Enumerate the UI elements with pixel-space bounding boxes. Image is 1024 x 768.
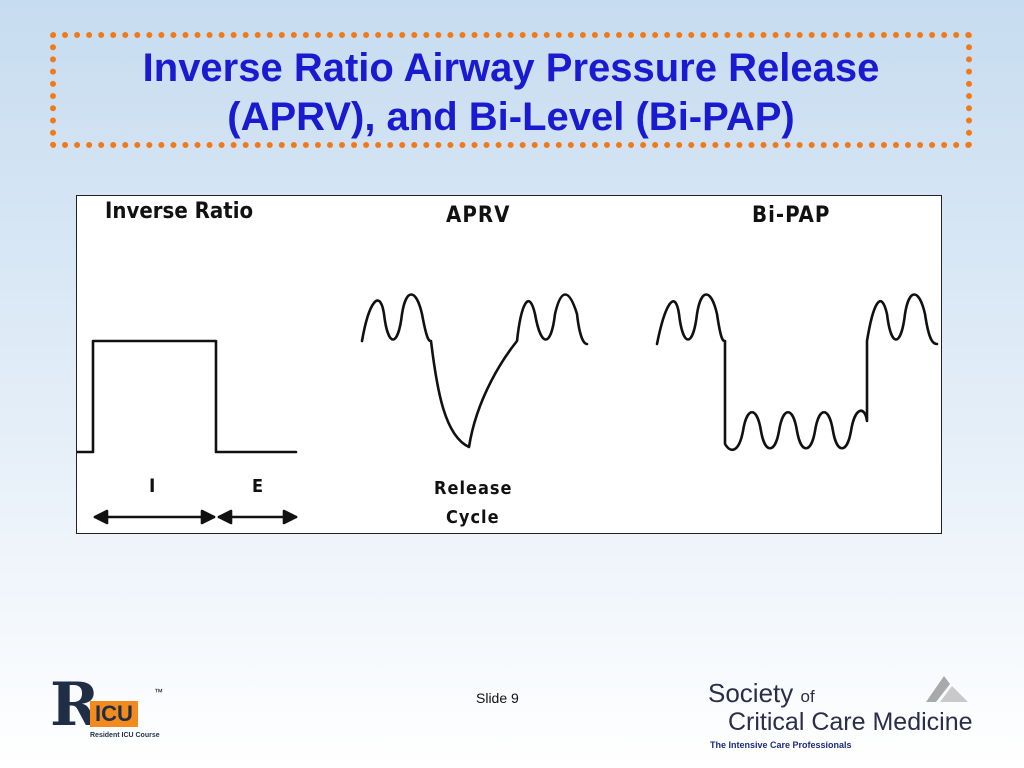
- trademark-symbol: ™: [154, 687, 163, 697]
- waveform-drawing: [77, 293, 939, 525]
- sccm-name: Critical Care Medicine: [728, 708, 973, 736]
- e-arrow: [217, 509, 298, 525]
- sccm-tagline: The Intensive Care Professionals: [710, 740, 852, 750]
- sccm-society-text: Society of: [708, 678, 815, 709]
- label-release: Release: [434, 478, 513, 499]
- bipap-wave: [655, 293, 939, 452]
- label-inspiration: I: [149, 475, 156, 497]
- title-line-1: Inverse Ratio Airway Pressure Release: [142, 46, 880, 90]
- slide-title: Inverse Ratio Airway Pressure Release (A…: [56, 44, 966, 142]
- panel-label-aprv: APRV: [446, 203, 511, 228]
- i-arrow: [93, 509, 216, 525]
- title-frame: Inverse Ratio Airway Pressure Release (A…: [50, 32, 972, 148]
- waveform-figure: Inverse Ratio APRV Bi-PAP I E Release Cy…: [76, 195, 942, 534]
- label-cycle: Cycle: [446, 507, 500, 528]
- inverse-ratio-wave: [77, 339, 298, 454]
- ricu-logo-icu: ICU: [90, 701, 138, 727]
- panel-label-inverse-ratio: Inverse Ratio: [105, 199, 254, 224]
- ricu-logo: R ICU Resident ICU Course ™: [50, 675, 190, 747]
- panel-label-bipap: Bi-PAP: [752, 203, 831, 228]
- label-expiration: E: [252, 476, 264, 497]
- title-line-2: (APRV), and Bi-Level (Bi-PAP): [227, 95, 795, 139]
- aprv-wave: [360, 293, 589, 449]
- slide-number: Slide 9: [476, 690, 519, 706]
- ricu-logo-subtitle: Resident ICU Course: [90, 732, 160, 739]
- sccm-mark-icon: [926, 676, 968, 702]
- sccm-society-word: Society: [708, 678, 794, 708]
- sccm-of-word: of: [800, 687, 815, 706]
- sccm-logo: Society of Critical Care Medicine The In…: [708, 676, 988, 758]
